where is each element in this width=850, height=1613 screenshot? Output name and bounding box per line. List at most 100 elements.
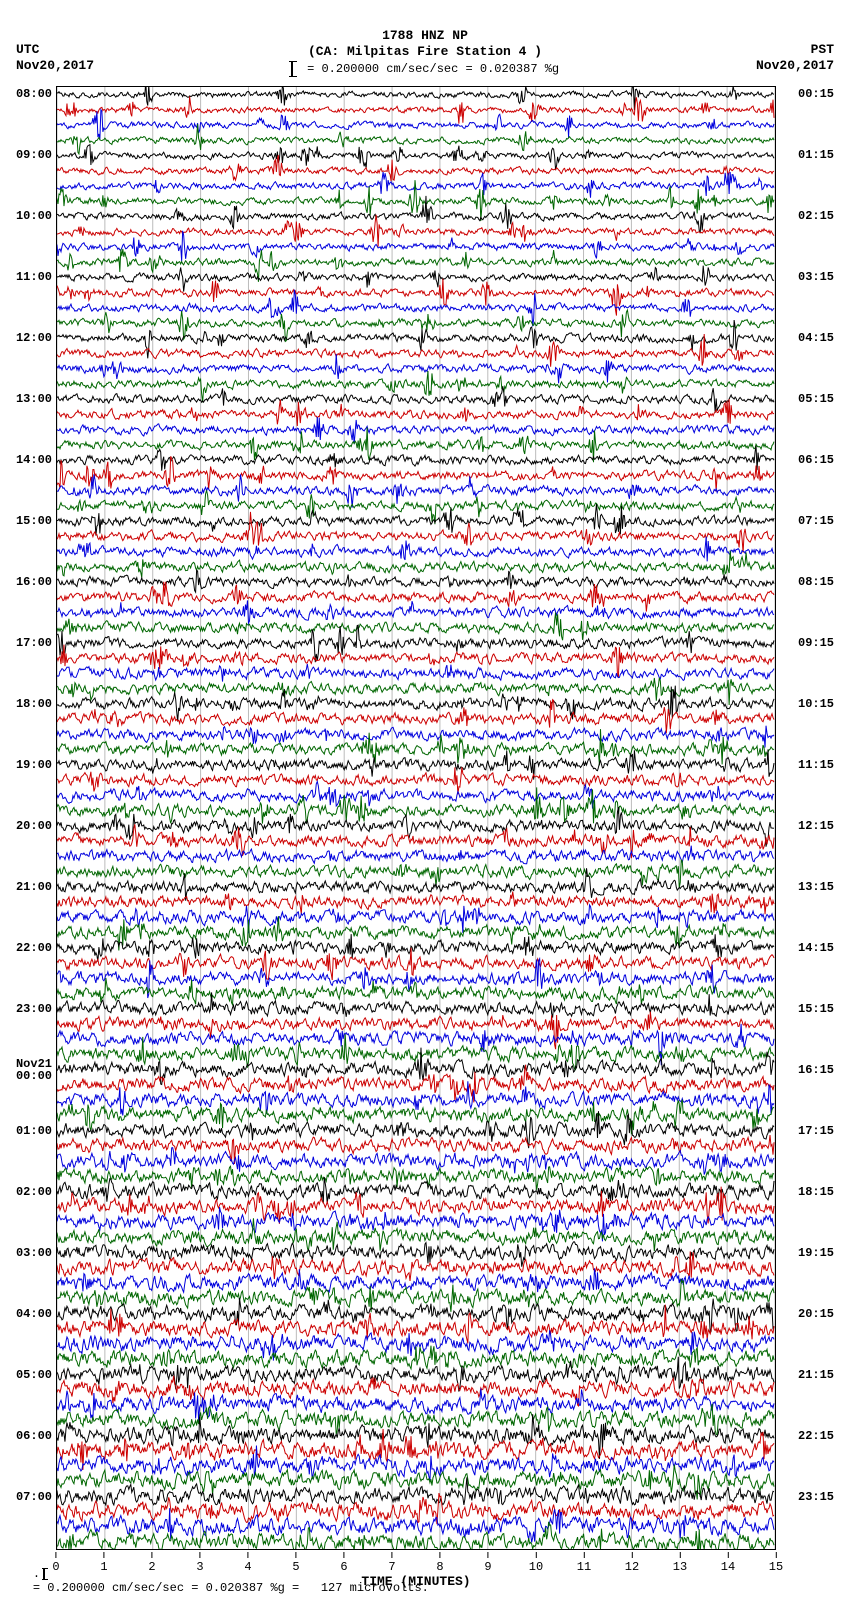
station-name: (CA: Milpitas Fire Station 4 ): [0, 44, 850, 60]
time-label: 08:15: [798, 576, 834, 588]
time-label: 03:15: [798, 271, 834, 283]
time-label: 06:15: [798, 454, 834, 466]
time-label: 02:00: [16, 1186, 52, 1198]
seismic-trace: [57, 787, 774, 823]
x-tick-label: 13: [673, 1560, 687, 1574]
scale-bar-icon: [43, 1568, 46, 1580]
utc-label: UTC: [16, 42, 94, 58]
time-label: 18:00: [16, 698, 52, 710]
left-time-axis: 08:0009:0010:0011:0012:0013:0014:0015:00…: [0, 86, 54, 1550]
seismic-trace: [57, 664, 774, 682]
scale-text: = 0.200000 cm/sec/sec = 0.020387 %g: [307, 62, 559, 76]
time-label: 06:00: [16, 1430, 52, 1442]
seismic-trace: [57, 371, 774, 402]
x-tick: 12: [625, 1552, 639, 1574]
x-tick: 14: [721, 1552, 735, 1574]
scale-bar-icon: [291, 61, 294, 77]
time-label: 07:00: [16, 1491, 52, 1503]
seismic-trace: [57, 96, 774, 123]
time-label: 14:00: [16, 454, 52, 466]
seismic-trace: [57, 110, 774, 139]
time-label: 19:15: [798, 1247, 834, 1259]
seismic-trace: [57, 512, 774, 553]
time-label: 11:15: [798, 759, 834, 771]
time-label: 10:00: [16, 210, 52, 222]
seismic-trace: [57, 155, 774, 181]
time-label: 21:00: [16, 881, 52, 893]
x-tick: 9: [484, 1552, 491, 1574]
x-tick-label: 14: [721, 1560, 735, 1574]
x-tick-label: 11: [577, 1560, 591, 1574]
seismic-trace: [57, 1218, 774, 1251]
time-label: 15:15: [798, 1003, 834, 1015]
time-label: 00:15: [798, 88, 834, 100]
x-tick-label: 10: [529, 1560, 543, 1574]
seismic-trace: [57, 1177, 774, 1204]
pst-date: Nov20,2017: [756, 58, 834, 74]
x-tick: 11: [577, 1552, 591, 1574]
utc-corner: UTC Nov20,2017: [16, 42, 94, 73]
seismic-trace: [57, 846, 774, 864]
seismic-trace: [57, 1346, 774, 1369]
x-tick-label: 9: [484, 1560, 491, 1574]
seismic-trace: [57, 537, 774, 562]
time-label: 01:15: [798, 149, 834, 161]
plot-wrap: [56, 86, 776, 1550]
time-label: 23:00: [16, 1003, 52, 1015]
time-label: 04:15: [798, 332, 834, 344]
time-label: 16:15: [798, 1064, 834, 1076]
time-label: 14:15: [798, 942, 834, 954]
pst-corner: PST Nov20,2017: [756, 42, 834, 73]
time-label: 17:15: [798, 1125, 834, 1137]
seismic-trace: [57, 504, 774, 536]
time-label: 04:00: [16, 1308, 52, 1320]
seismic-trace: [57, 1242, 774, 1267]
seismic-trace: [57, 678, 774, 705]
time-label: 20:00: [16, 820, 52, 832]
seismogram-page: 1788 HNZ NP (CA: Milpitas Fire Station 4…: [0, 0, 850, 1613]
time-label: 01:00: [16, 1125, 52, 1137]
seismic-trace: [57, 231, 774, 261]
seismic-trace: [57, 600, 774, 623]
scale-legend: = 0.200000 cm/sec/sec = 0.020387 %g: [0, 61, 850, 77]
time-label: 23:15: [798, 1491, 834, 1503]
seismic-trace: [57, 612, 774, 640]
seismic-trace: [57, 892, 774, 915]
seismic-trace: [57, 781, 774, 808]
x-tick-label: 15: [769, 1560, 783, 1574]
seismic-trace: [57, 582, 774, 612]
time-label: 13:00: [16, 393, 52, 405]
time-label: 10:15: [798, 698, 834, 710]
time-label: 15:00: [16, 515, 52, 527]
seismic-trace: [57, 1404, 774, 1435]
seismic-trace: [57, 978, 774, 1005]
station-code: 1788 HNZ NP: [0, 28, 850, 44]
right-time-axis: 00:1501:1502:1503:1504:1505:1506:1507:15…: [796, 86, 850, 1550]
seismic-trace: [57, 310, 774, 341]
x-tick-label: 8: [436, 1560, 443, 1574]
time-label: 05:00: [16, 1369, 52, 1381]
seismic-trace: [57, 399, 774, 426]
seismic-trace: [57, 446, 774, 471]
time-label: 17:00: [16, 637, 52, 649]
time-label: 08:00: [16, 88, 52, 100]
time-label: 07:15: [798, 515, 834, 527]
seismogram-plot: [56, 86, 776, 1550]
seismic-trace: [57, 417, 774, 444]
seismic-trace: [57, 354, 774, 383]
utc-date: Nov20,2017: [16, 58, 94, 74]
time-label: 22:15: [798, 1430, 834, 1442]
seismic-trace: [57, 124, 774, 154]
pst-label: PST: [756, 42, 834, 58]
seismic-trace: [57, 215, 774, 247]
seismic-trace: [57, 868, 774, 900]
chart-title: 1788 HNZ NP (CA: Milpitas Fire Station 4…: [0, 28, 850, 77]
time-label: 16:00: [16, 576, 52, 588]
footer-text: = 0.200000 cm/sec/sec = 0.020387 %g = 12…: [33, 1581, 429, 1595]
time-label: 22:00: [16, 942, 52, 954]
seismic-trace: [57, 948, 774, 980]
time-label: 05:15: [798, 393, 834, 405]
time-label: 12:15: [798, 820, 834, 832]
seismic-trace: [57, 145, 774, 170]
x-tick: 13: [673, 1552, 687, 1574]
